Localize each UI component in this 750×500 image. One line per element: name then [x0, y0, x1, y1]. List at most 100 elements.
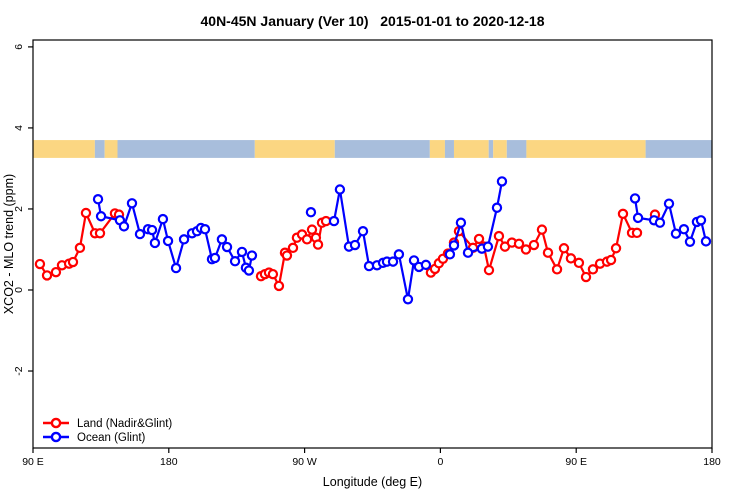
data-point [118, 221, 130, 232]
data-point [41, 270, 53, 281]
data-point [462, 247, 474, 258]
data-point [246, 250, 258, 261]
data-point [306, 224, 318, 235]
band-segment-land [493, 140, 507, 158]
data-point [357, 226, 369, 237]
data-point [305, 206, 317, 218]
band-segment-land [526, 140, 646, 158]
data-point [157, 213, 169, 225]
band-segment-land [254, 140, 335, 158]
data-point [663, 198, 675, 209]
x-axis: 90 E 180 90 W 0 90 E 180 [22, 448, 721, 468]
x-tick-label: 90 E [565, 456, 587, 468]
data-point [162, 235, 174, 247]
data-point [565, 253, 577, 264]
data-point [444, 249, 456, 260]
legend: Land (Nadir&Glint) Ocean (Glint) [43, 417, 172, 444]
data-point [448, 240, 460, 251]
data-point [50, 266, 62, 278]
data-point [267, 268, 279, 280]
y-axis: 6 4 2 0 -2 [13, 44, 33, 376]
data-point [281, 250, 293, 261]
data-point [287, 242, 299, 254]
data-point [482, 241, 494, 252]
land-ocean-band [33, 140, 712, 158]
data-point [95, 211, 107, 222]
data-point [678, 224, 690, 235]
x-tick-label: 180 [703, 456, 721, 468]
y-tick-label: -2 [13, 366, 25, 375]
series-ocean [92, 176, 712, 305]
data-point [542, 247, 554, 258]
data-point [420, 259, 432, 271]
data-point [528, 239, 540, 251]
data-point [149, 237, 161, 249]
y-tick-label: 4 [13, 125, 25, 131]
plot-frame [32, 39, 713, 449]
band-segment-ocean [506, 140, 527, 158]
data-point [695, 215, 707, 226]
data-point [387, 256, 399, 267]
data-point [146, 224, 158, 236]
y-axis-label: XCO2 - MLO trend (ppm) [2, 174, 16, 314]
data-point [684, 236, 696, 247]
data-point [654, 217, 666, 228]
x-tick-label: 0 [437, 456, 443, 468]
data-point [496, 176, 508, 187]
data-point [349, 239, 361, 251]
legend-label: Land (Nadir&Glint) [77, 418, 172, 430]
data-point [312, 239, 324, 250]
data-point [328, 215, 340, 227]
data-point [700, 236, 712, 247]
data-point [629, 193, 641, 204]
legend-label: Ocean (Glint) [77, 432, 146, 444]
data-point [229, 256, 241, 267]
x-tick-label: 90 E [22, 456, 44, 468]
chart-title: 40N-45N January (Ver 10) 2015-01-01 to 2… [201, 13, 545, 29]
data-point [402, 294, 414, 305]
data-point [632, 212, 644, 224]
data-point [301, 234, 313, 245]
data-point [178, 234, 190, 245]
data-point [587, 264, 599, 275]
data-point [216, 234, 228, 245]
data-point [610, 243, 622, 254]
band-segment-ocean [94, 140, 105, 158]
x-tick-label: 90 W [292, 456, 317, 468]
data-point [67, 256, 79, 268]
band-segment-land [104, 140, 118, 158]
data-point [221, 241, 233, 253]
data-point [80, 207, 92, 219]
data-point [520, 244, 532, 255]
data-point [94, 228, 106, 239]
data-point [393, 249, 405, 260]
data-point [491, 202, 503, 213]
y-tick-label: 2 [13, 206, 25, 212]
x-axis-label: Longitude (deg E) [323, 475, 422, 489]
band-segment-ocean [488, 140, 494, 158]
data-point [631, 227, 643, 239]
data-point [126, 198, 138, 209]
y-tick-label: 6 [13, 44, 25, 50]
band-segment-land [429, 140, 445, 158]
data-point [483, 264, 495, 276]
band-segment-land [453, 140, 489, 158]
data-point [605, 254, 617, 266]
y-tick-label: 0 [13, 287, 25, 293]
data-point [573, 257, 585, 269]
data-point [558, 243, 570, 254]
data-point [455, 217, 467, 228]
x-tick-label: 180 [160, 456, 178, 468]
data-point [170, 262, 182, 274]
band-segment-ocean [645, 140, 712, 158]
data-point [473, 233, 485, 245]
data-point [513, 238, 525, 249]
data-point [209, 252, 221, 264]
legend-marker [50, 417, 62, 429]
data-point [408, 255, 420, 266]
data-point [243, 265, 255, 276]
legend-marker [50, 431, 62, 443]
data-point [617, 208, 629, 220]
